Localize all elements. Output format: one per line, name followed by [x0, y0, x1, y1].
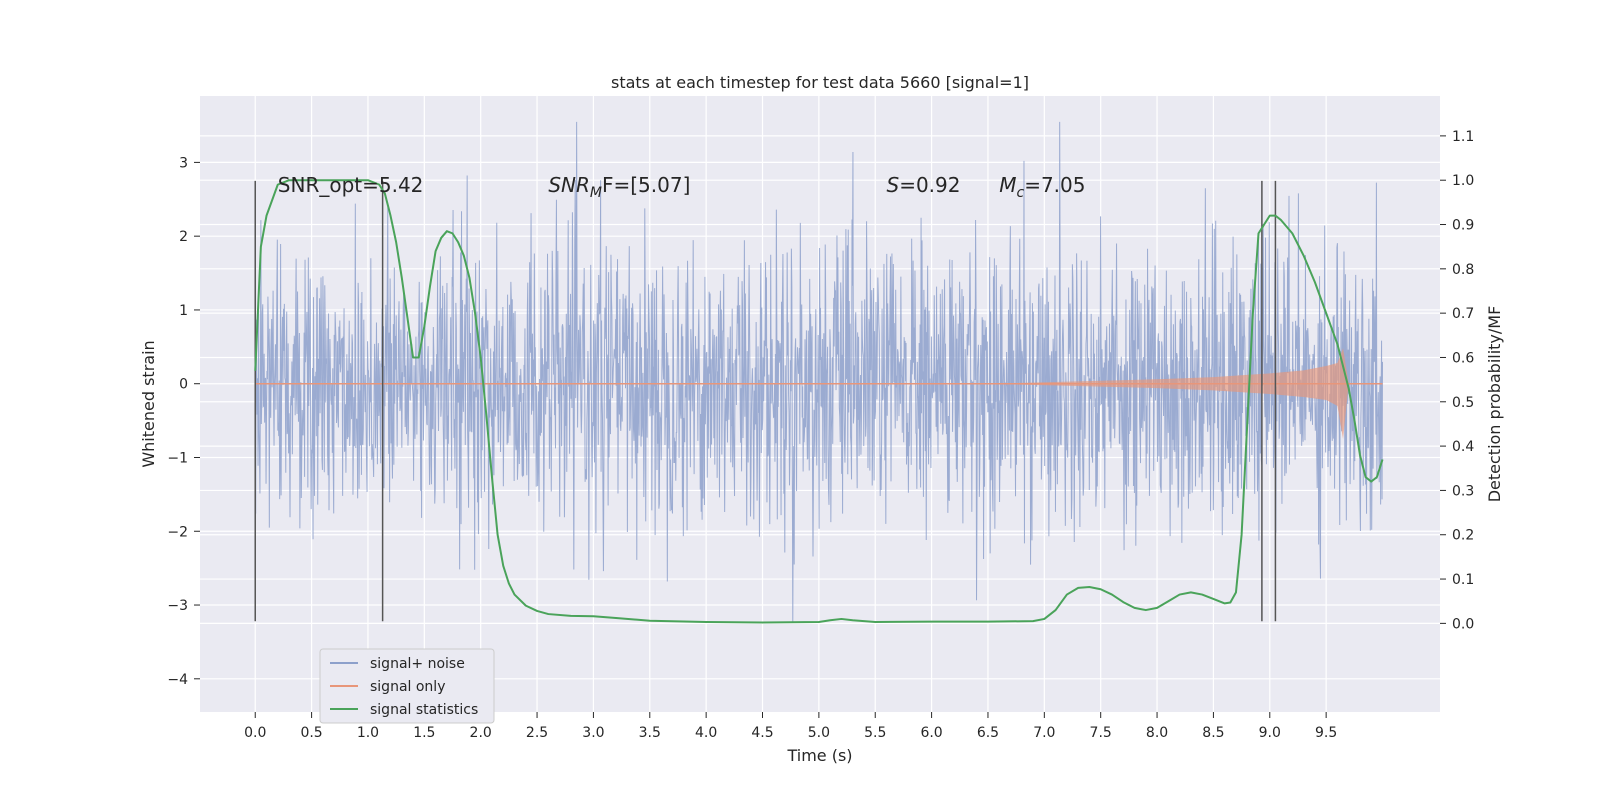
right-tick-label: 0.8: [1452, 262, 1474, 278]
x-tick-label: 0.5: [300, 725, 322, 741]
y-tick-label: 0: [179, 377, 188, 393]
legend-label-signal: signal only: [370, 679, 445, 695]
legend-label-stats: signal statistics: [370, 702, 478, 718]
x-tick-label: 8.0: [1146, 725, 1168, 741]
y-tick-label: 2: [179, 229, 188, 245]
x-tick-label: 7.0: [1033, 725, 1055, 741]
right-axis-label: Detection probability/MF: [1485, 306, 1504, 503]
x-tick-label: 6.0: [920, 725, 942, 741]
right-tick-label: 0.2: [1452, 528, 1474, 544]
signal-statistics-series: [254, 179, 1384, 624]
annotation-0: SNR_opt=5.42: [278, 173, 424, 197]
x-tick-label: 8.5: [1202, 725, 1224, 741]
x-tick-label: 3.0: [582, 725, 604, 741]
annotations: SNR_opt=5.42 SNRMF=[5.07] S=0.92 Mc=7.05: [278, 173, 1086, 201]
x-axis-ticks: 0.0 0.5 1.0 1.5 2.0 2.5 3.0 3.5 4.0 4.5 5.0 5.5 6.0 6…: [244, 712, 1337, 741]
x-tick-label: 1.5: [413, 725, 435, 741]
x-tick-label: 5.5: [864, 725, 886, 741]
right-axis-ticks: 0.0 0.1 0.2 0.3 0.4 0.5 0.6 0.7 0.8 0.9 1.0 1.1: [1440, 129, 1474, 632]
x-tick-label: 6.5: [977, 725, 999, 741]
legend-label-noise: signal+ noise: [370, 656, 465, 672]
legend: signal+ noise signal only signal statist…: [319, 648, 495, 724]
x-tick-label: 9.0: [1259, 725, 1281, 741]
y-tick-label: −1: [167, 450, 188, 466]
x-tick-label: 5.0: [808, 725, 830, 741]
right-tick-label: 1.1: [1452, 129, 1474, 145]
annotation-3: Mc=7.05: [999, 173, 1085, 201]
stats-line: [254, 179, 1384, 624]
x-tick-label: 1.0: [357, 725, 379, 741]
x-tick-label: 9.5: [1315, 725, 1337, 741]
right-tick-label: 0.5: [1452, 395, 1474, 411]
right-tick-label: 0.6: [1452, 350, 1474, 366]
y-tick-label: −4: [167, 672, 188, 688]
right-tick-label: 1.0: [1452, 173, 1474, 189]
legend-box: [319, 648, 495, 724]
y-tick-label: 1: [179, 303, 188, 319]
y-axis-label: Whitened strain: [139, 340, 158, 467]
x-tick-label: 7.5: [1090, 725, 1112, 741]
x-axis-label: Time (s): [786, 746, 852, 765]
right-tick-label: 0.1: [1452, 572, 1474, 588]
x-tick-label: 3.5: [639, 725, 661, 741]
right-tick-label: 0.0: [1452, 616, 1474, 632]
signal-only-series: [255, 348, 1383, 440]
y-tick-label: −2: [167, 524, 188, 540]
x-tick-label: 4.0: [695, 725, 717, 741]
right-tick-label: 0.3: [1452, 483, 1474, 499]
right-tick-label: 0.4: [1452, 439, 1474, 455]
right-tick-label: 0.9: [1452, 218, 1474, 234]
y-tick-label: −3: [167, 598, 188, 614]
chart-title: stats at each timestep for test data 566…: [611, 73, 1029, 92]
y-tick-label: 3: [179, 155, 188, 171]
right-tick-label: 0.7: [1452, 306, 1474, 322]
annotation-2: S=0.92: [887, 173, 961, 197]
x-tick-label: 0.0: [244, 725, 266, 741]
x-tick-label: 2.5: [526, 725, 548, 741]
vertical-markers: [254, 180, 1277, 622]
annotation-1: SNRMF=[5.07]: [548, 173, 690, 201]
x-tick-label: 4.5: [751, 725, 773, 741]
x-tick-label: 2.0: [470, 725, 492, 741]
y-axis-ticks: −4 −3 −2 −1 0 1 2 3: [167, 155, 200, 688]
